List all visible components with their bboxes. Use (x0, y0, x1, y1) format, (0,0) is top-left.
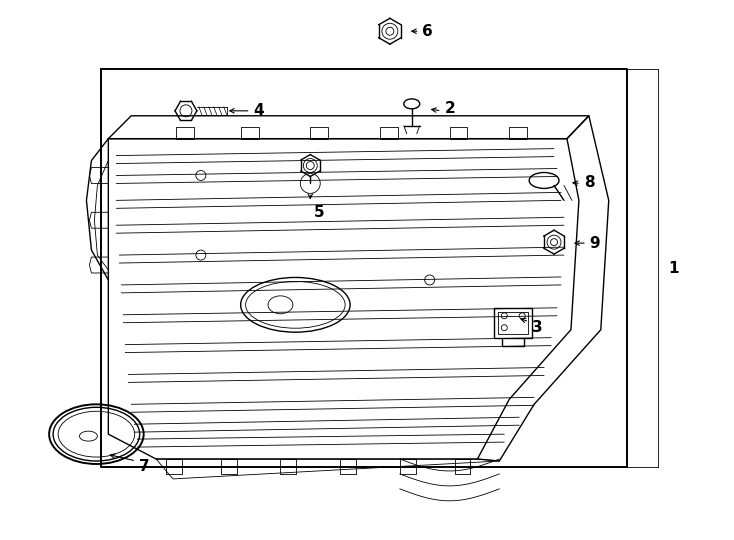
Text: 7: 7 (139, 460, 150, 475)
Text: 3: 3 (532, 320, 542, 335)
Text: 1: 1 (669, 260, 679, 275)
Text: 2: 2 (445, 102, 455, 116)
Text: 4: 4 (253, 103, 264, 118)
Text: 9: 9 (589, 235, 600, 251)
Text: 5: 5 (314, 205, 325, 220)
Text: 8: 8 (584, 175, 595, 190)
Text: 6: 6 (422, 24, 432, 39)
